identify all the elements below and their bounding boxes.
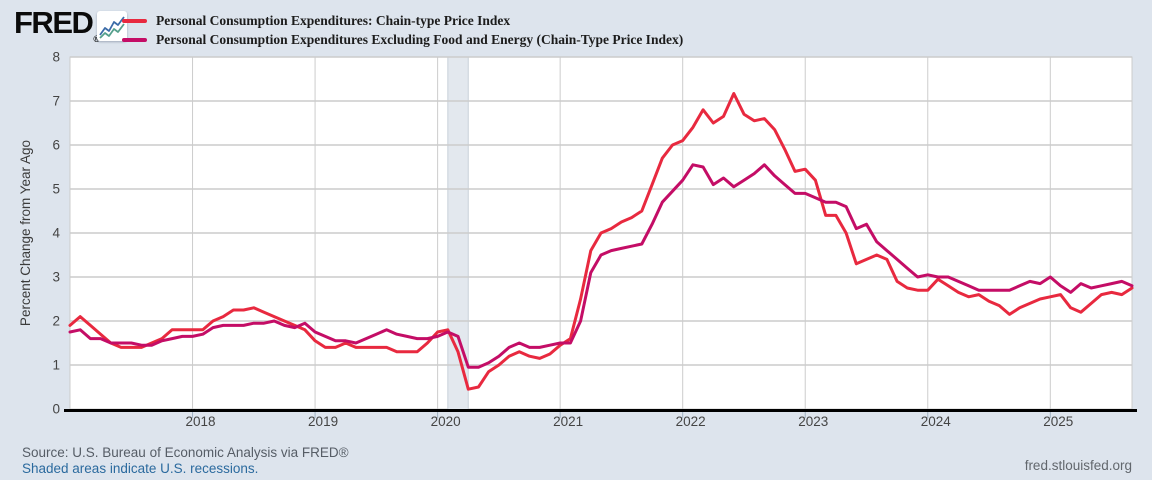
series-line-1 — [68, 163, 1134, 369]
legend-swatch-core-pce — [122, 37, 147, 42]
y-tick-label: 1 — [52, 358, 60, 373]
legend-label-core-pce: Personal Consumption Expenditures Exclud… — [156, 32, 684, 47]
y-tick-label: 6 — [52, 138, 60, 153]
y-tick-label: 2 — [52, 314, 60, 329]
series-line-0 — [68, 92, 1134, 391]
x-tick-label: 2019 — [308, 414, 338, 429]
site-url: fred.stlouisfed.org — [1024, 458, 1132, 473]
x-tick-label: 2025 — [1043, 414, 1073, 429]
y-tick-label: 5 — [52, 182, 60, 197]
legend: Personal Consumption Expenditures: Chain… — [122, 11, 683, 49]
y-axis-title: Percent Change from Year Ago — [18, 140, 33, 326]
registered-trademark: ® — [93, 34, 100, 44]
x-tick-label: 2018 — [186, 414, 216, 429]
x-tick-label: 2024 — [921, 414, 952, 429]
line-chart-sparkline-icon — [97, 11, 127, 41]
y-tick-label: 8 — [52, 50, 60, 65]
x-tick-label: 2022 — [676, 414, 706, 429]
legend-item-core-pce: Personal Consumption Expenditures Exclud… — [122, 30, 683, 49]
x-tick-label: 2020 — [431, 414, 461, 429]
legend-swatch-pce — [122, 18, 147, 23]
fred-logo: FRED® — [14, 5, 100, 45]
y-tick-label: 4 — [52, 226, 60, 241]
legend-label-pce: Personal Consumption Expenditures: Chain… — [156, 13, 511, 28]
recession-note-link[interactable]: Shaded areas indicate U.S. recessions. — [22, 461, 259, 476]
x-tick-label: 2023 — [798, 414, 828, 429]
x-tick-label: 2021 — [553, 414, 583, 429]
source-note: Source: U.S. Bureau of Economic Analysis… — [22, 445, 349, 460]
y-tick-label: 3 — [52, 270, 60, 285]
fred-logo-text: FRED — [14, 5, 94, 40]
y-tick-label: 7 — [52, 94, 60, 109]
x-axis-line — [64, 409, 1137, 412]
y-tick-label: 0 — [52, 402, 60, 417]
legend-item-pce: Personal Consumption Expenditures: Chain… — [122, 11, 683, 30]
